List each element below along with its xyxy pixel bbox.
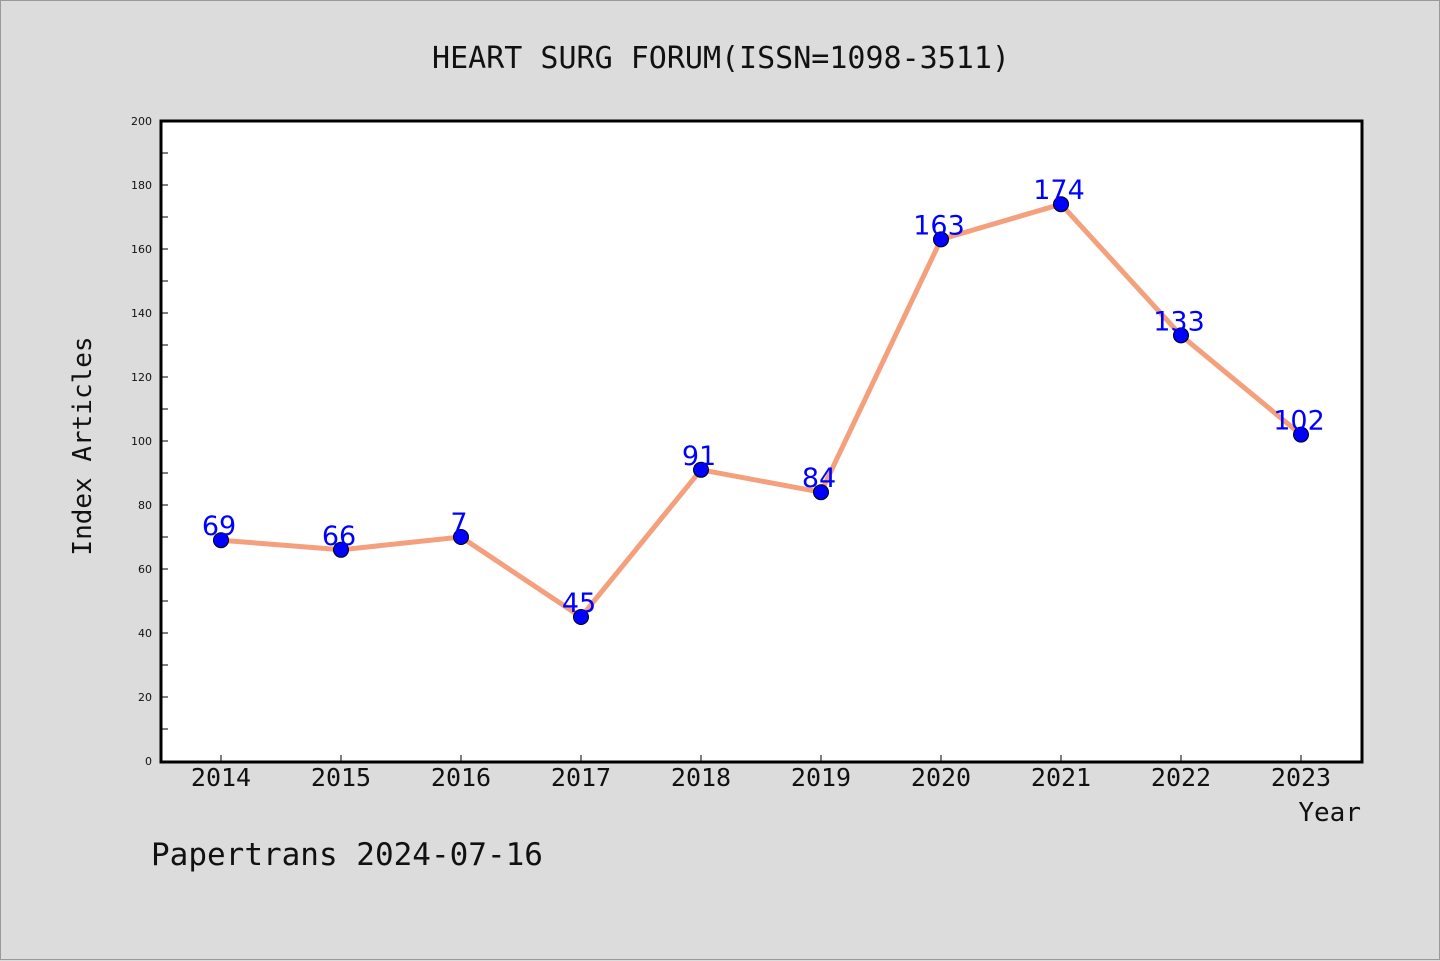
x-tick-label: 2015 xyxy=(311,763,371,792)
data-label-2023: 102 xyxy=(1273,406,1325,437)
series-index-articles xyxy=(213,196,1309,625)
data-point-2022 xyxy=(1173,327,1189,344)
data-label-2017: 45 xyxy=(562,588,596,619)
data-point-2015 xyxy=(333,541,349,558)
y-tick-label: 120 xyxy=(131,371,152,384)
y-tick-label: 20 xyxy=(138,691,152,704)
y-axis: 0 20 40 60 80 100 120 140 160 180 200 xyxy=(131,115,168,768)
data-point-2021 xyxy=(1053,196,1069,213)
series-line xyxy=(218,201,1304,620)
x-tick-label: 2017 xyxy=(551,763,611,792)
data-point-2023 xyxy=(1293,426,1309,443)
data-point-2020 xyxy=(933,231,949,248)
x-tick-label: 2020 xyxy=(911,763,971,792)
data-point-2016 xyxy=(453,529,469,545)
footer-watermark: Papertrans 2024-07-16 xyxy=(151,837,543,873)
data-label-2014: 69 xyxy=(202,511,236,542)
y-tick-label: 140 xyxy=(131,307,152,320)
x-tick-label: 2018 xyxy=(671,763,731,792)
data-point-2017 xyxy=(573,609,589,625)
x-tick-label: 2022 xyxy=(1151,763,1211,792)
chart-title: HEART SURG FORUM(ISSN=1098-3511) xyxy=(432,41,1010,76)
y-tick-label: 80 xyxy=(138,499,152,512)
plot-area xyxy=(159,119,1364,764)
x-tick-label: 2014 xyxy=(191,763,251,792)
x-axis-label: Year xyxy=(1298,798,1361,828)
data-label-2019: 84 xyxy=(802,463,836,494)
x-tick-label: 2016 xyxy=(431,763,491,792)
data-label-2020: 163 xyxy=(913,210,965,241)
data-label-2022: 133 xyxy=(1153,306,1205,337)
data-point-2019 xyxy=(813,484,829,501)
y-tick-label: 180 xyxy=(131,179,152,192)
data-label-2018: 91 xyxy=(682,441,716,472)
data-label-2021: 174 xyxy=(1033,175,1085,206)
y-axis-label: Index Articles xyxy=(68,336,98,555)
x-tick-label: 2019 xyxy=(791,763,851,792)
y-tick-label: 60 xyxy=(138,563,152,576)
y-tick-label: 0 xyxy=(145,755,152,768)
data-point-2014 xyxy=(213,532,229,549)
data-label-2016: 7 xyxy=(450,508,467,539)
data-label-2015: 66 xyxy=(322,521,356,552)
data-labels: 69 66 7 45 91 84 163 174 133 102 xyxy=(202,175,1325,619)
y-tick-label: 100 xyxy=(131,435,152,448)
y-tick-label: 40 xyxy=(138,627,152,640)
y-tick-label: 200 xyxy=(131,115,152,128)
x-tick-label: 2023 xyxy=(1271,763,1331,792)
x-tick-label: 2021 xyxy=(1031,763,1091,792)
data-point-2018 xyxy=(693,461,709,478)
x-axis: 2014 2015 2016 2017 2018 2019 2020 2021 2022 2023 xyxy=(191,755,1331,792)
y-tick-label: 160 xyxy=(131,243,152,256)
